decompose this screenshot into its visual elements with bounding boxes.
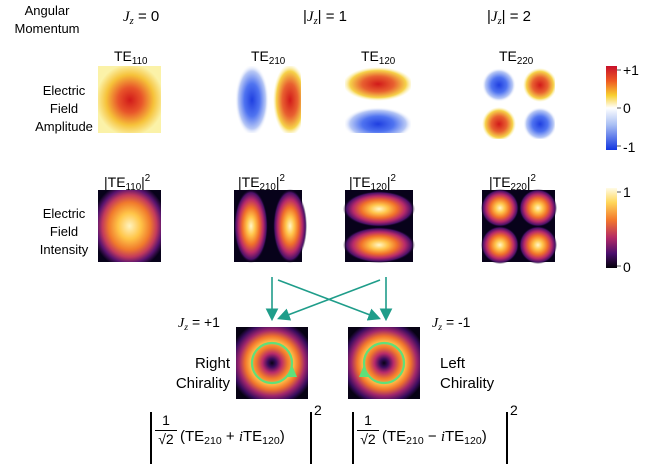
colorbar-ticks bbox=[617, 69, 621, 267]
te120-amplitude-map bbox=[345, 66, 411, 133]
formula-left-fraction: 1 √2 bbox=[357, 412, 379, 447]
formula-right-expression: (TE210 + iTE120) bbox=[180, 428, 285, 447]
right-chirality-label: Right Chirality bbox=[175, 355, 230, 392]
formula-left-bar-right bbox=[506, 412, 508, 464]
intensity-colorbar-max: 1 bbox=[623, 184, 631, 200]
formula-right-power: 2 bbox=[314, 402, 322, 418]
jz-0-heading: Jz = 0 bbox=[123, 8, 160, 27]
te120-intensity-map bbox=[343, 190, 415, 263]
right-chirality-ring bbox=[236, 327, 308, 399]
te220-amplitude-map bbox=[482, 66, 555, 139]
te110-amplitude-map bbox=[98, 66, 161, 133]
amplitude-row-label: Electric Field Amplitude bbox=[35, 83, 93, 134]
te110-intensity-map bbox=[98, 190, 161, 262]
formula-right-fraction: 1 √2 bbox=[155, 412, 177, 447]
amplitude-colorbar bbox=[606, 66, 617, 150]
jz-minus-one-label: Jz = -1 bbox=[432, 314, 471, 333]
amplitude-colorbar-mid: 0 bbox=[623, 100, 631, 116]
intensity-colorbar-min: 0 bbox=[623, 259, 631, 275]
te110-title: TE110 bbox=[114, 48, 148, 67]
jz-2-heading: |Jz| = 2 bbox=[487, 8, 532, 27]
mixing-arrows bbox=[265, 277, 393, 322]
amplitude-colorbar-min: -1 bbox=[623, 139, 636, 155]
te210-amplitude-map bbox=[234, 66, 301, 133]
angular-momentum-label: Angular Momentum bbox=[14, 3, 80, 36]
jz-1-heading: |Jz| = 1 bbox=[303, 8, 348, 27]
left-chirality-ring bbox=[348, 327, 420, 399]
formula-left-bar-left bbox=[352, 412, 354, 464]
left-chirality-label: Left Chirality bbox=[440, 355, 495, 392]
formula-left-power: 2 bbox=[510, 402, 518, 418]
clockwise-arrow-icon bbox=[287, 365, 297, 377]
te120-intensity-title: |TE120|2 bbox=[349, 173, 396, 193]
counterclockwise-arrow-icon bbox=[359, 365, 369, 377]
te110-intensity-title: |TE110|2 bbox=[104, 173, 151, 193]
formula-right-bar-left bbox=[150, 412, 152, 464]
jz-plus-one-label: Jz = +1 bbox=[178, 314, 220, 333]
amplitude-colorbar-max: +1 bbox=[623, 62, 639, 78]
intensity-row-label: Electric Field Intensity bbox=[39, 206, 89, 257]
te210-intensity-title: |TE210|2 bbox=[238, 173, 285, 193]
te210-intensity-map bbox=[234, 189, 307, 263]
formula-left-expression: (TE210 − iTE120) bbox=[382, 428, 487, 447]
te220-title: TE220 bbox=[499, 48, 534, 67]
formula-right-bar-right bbox=[310, 412, 312, 464]
te220-intensity-title: |TE220|2 bbox=[489, 173, 536, 193]
te120-title: TE120 bbox=[361, 48, 396, 67]
te220-intensity-map bbox=[481, 189, 557, 264]
intensity-colorbar bbox=[606, 188, 617, 268]
te210-title: TE210 bbox=[251, 48, 286, 67]
